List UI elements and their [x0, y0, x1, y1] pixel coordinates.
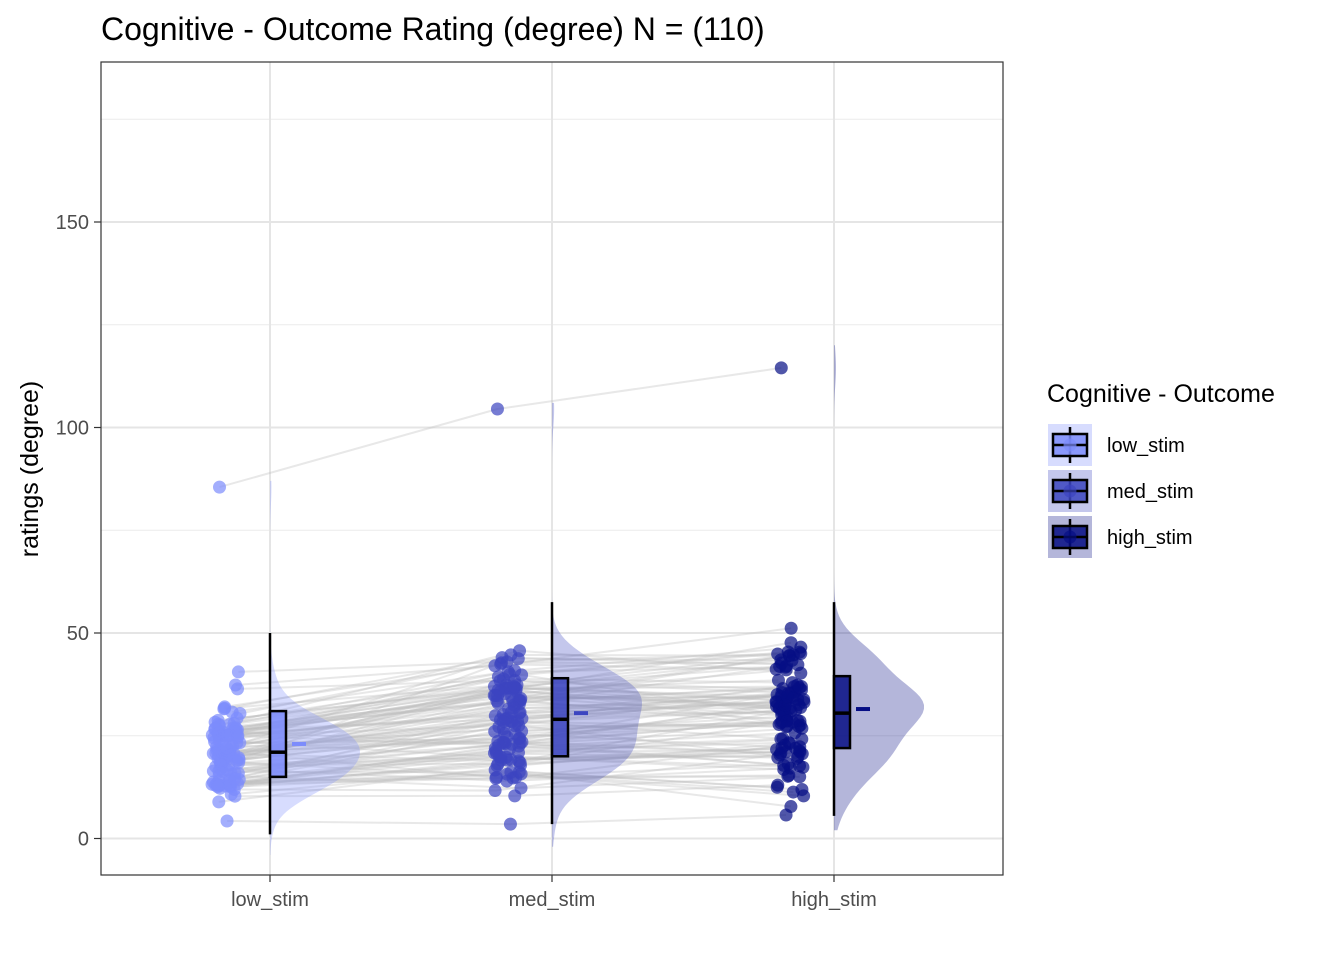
data-point-med_stim: [501, 665, 515, 679]
legend-key-point: [1063, 530, 1077, 544]
data-point-med_stim: [512, 765, 526, 779]
x-tick-label: med_stim: [509, 889, 596, 911]
data-point-high_stim: [792, 681, 806, 695]
y-axis: 0 50 100 150: [56, 212, 101, 851]
plot-area: [100, 61, 1004, 876]
data-point-low_stim: [231, 777, 245, 791]
legend-key-point: [1063, 484, 1077, 498]
data-point-med_stim: [492, 738, 506, 752]
data-point-high_stim: [780, 690, 794, 704]
legend-key-point: [1063, 438, 1077, 452]
data-point-med_stim: [490, 402, 504, 416]
data-point-high_stim: [779, 808, 793, 822]
legend-item-med_stim: med_stim: [1048, 470, 1194, 512]
data-point-low_stim: [210, 777, 224, 791]
data-point-high_stim: [784, 621, 798, 635]
data-point-low_stim: [220, 741, 234, 755]
x-axis: low_stim med_stim high_stim: [231, 875, 877, 911]
density-med_stim: [552, 402, 642, 847]
legend-item-low_stim: low_stim: [1048, 424, 1185, 466]
data-point-med_stim: [508, 789, 522, 803]
data-point-low_stim: [232, 751, 246, 765]
data-point-low_stim: [231, 665, 245, 679]
data-point-med_stim: [503, 817, 517, 831]
data-point-med_stim: [490, 694, 504, 708]
y-tick-label: 0: [78, 829, 89, 851]
data-point-low_stim: [229, 678, 243, 692]
data-point-low_stim: [231, 730, 245, 744]
boxplots: [268, 602, 870, 835]
box-low_stim: [268, 709, 288, 779]
y-tick-label: 50: [67, 623, 89, 645]
density-low_stim: [270, 480, 360, 855]
data-point-high_stim: [797, 693, 811, 707]
data-point-low_stim: [220, 729, 234, 743]
legend-label: low_stim: [1107, 435, 1185, 457]
data-point-low_stim: [206, 747, 220, 761]
legend-label: high_stim: [1107, 527, 1193, 549]
data-point-high_stim: [770, 743, 784, 757]
data-point-high_stim: [793, 759, 807, 773]
data-point-med_stim: [488, 659, 502, 673]
x-tick-label: high_stim: [791, 889, 877, 911]
data-point-low_stim: [220, 814, 234, 828]
data-point-med_stim: [491, 683, 505, 697]
data-point-med_stim: [493, 750, 507, 764]
legend: Cognitive - Outcome low_stim med_stimhigh…: [1047, 380, 1275, 558]
x-tick-label: low_stim: [231, 889, 309, 911]
data-point-high_stim: [770, 780, 784, 794]
data-point-low_stim: [218, 700, 232, 714]
data-point-med_stim: [488, 784, 502, 798]
data-point-high_stim: [786, 785, 800, 799]
box-med_stim: [550, 676, 570, 758]
data-point-med_stim: [514, 692, 528, 706]
data-point-high_stim: [774, 361, 788, 375]
data-point-high_stim: [793, 745, 807, 759]
legend-item-high_stim: high_stim: [1048, 516, 1193, 558]
data-point-high_stim: [794, 647, 808, 661]
data-point-med_stim: [512, 746, 526, 760]
data-point-med_stim: [504, 705, 518, 719]
y-axis-title: ratings (degree): [16, 381, 44, 557]
data-point-high_stim: [794, 666, 808, 680]
data-point-low_stim: [213, 480, 227, 494]
y-tick-label: 100: [56, 418, 89, 440]
data-point-high_stim: [780, 659, 794, 673]
data-point-med_stim: [496, 714, 510, 728]
data-points: [205, 361, 811, 831]
data-point-high_stim: [784, 636, 798, 650]
data-point-med_stim: [507, 680, 521, 694]
data-point-med_stim: [515, 668, 529, 682]
data-point-high_stim: [780, 714, 794, 728]
data-point-low_stim: [212, 795, 226, 809]
data-point-high_stim: [797, 789, 811, 803]
legend-title: Cognitive - Outcome: [1047, 380, 1275, 408]
legend-label: med_stim: [1107, 481, 1194, 503]
y-tick-label: 150: [56, 212, 89, 234]
data-point-high_stim: [782, 768, 796, 782]
chart-title: Cognitive - Outcome Rating (degree) N = …: [101, 11, 765, 47]
data-point-med_stim: [513, 756, 527, 770]
data-point-med_stim: [490, 770, 504, 784]
